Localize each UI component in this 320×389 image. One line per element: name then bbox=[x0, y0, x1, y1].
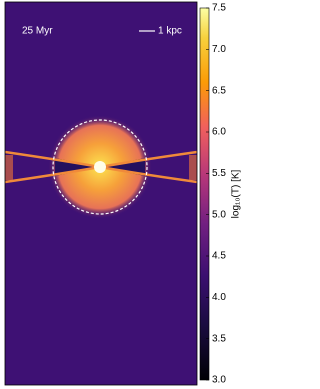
colorbar-tick-label: 6.0 bbox=[212, 127, 226, 138]
scale-bar-label: 1 kpc bbox=[158, 26, 182, 37]
outflow-front bbox=[189, 155, 197, 180]
colorbar-tick-label: 7.0 bbox=[212, 44, 226, 55]
colorbar-tick-label: 4.5 bbox=[212, 251, 226, 262]
outflow-front bbox=[5, 155, 13, 180]
core bbox=[94, 161, 106, 173]
panel-frame bbox=[4, 1, 198, 386]
dashed-circle bbox=[52, 119, 148, 215]
colorbar-tick-label: 7.5 bbox=[212, 3, 226, 14]
colorbar-tick-label: 5.0 bbox=[212, 209, 226, 220]
figure: 25 Myr 1 kpc log₁₀(T) [K] 3.0 3.5 4.0 4.5 5.… bbox=[4, 1, 242, 386]
colorbar-label: log₁₀(T) [K] bbox=[231, 169, 242, 218]
colorbar-tick-label: 3.0 bbox=[212, 375, 226, 386]
simulation-panel: 25 Myr 1 kpc bbox=[5, 2, 197, 385]
colorbar bbox=[199, 7, 210, 381]
colorbar-tick-label: 6.5 bbox=[212, 85, 226, 96]
colorbar-tick-label: 3.5 bbox=[212, 333, 226, 344]
colorbar-tick-label: 4.0 bbox=[212, 292, 226, 303]
time-label: 25 Myr bbox=[22, 26, 53, 37]
colorbar-tick-label: 5.5 bbox=[212, 168, 226, 179]
